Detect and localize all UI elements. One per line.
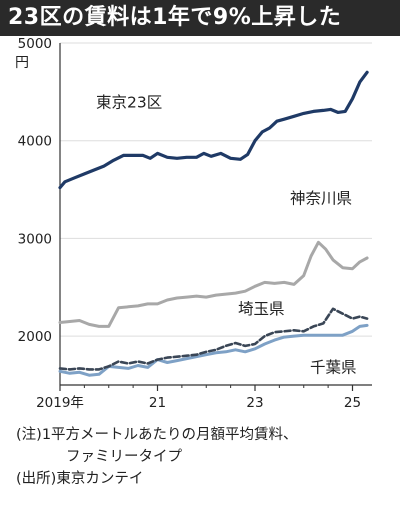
- note-text: 1平方メートルあたりの月額平均賃料、: [41, 427, 298, 443]
- x-tick-label: 21: [149, 395, 166, 411]
- y-tick-label: 2000: [18, 329, 52, 345]
- note-line-2: ファミリータイプ: [66, 449, 182, 465]
- series-layer: [58, 70, 369, 377]
- series-line-chiba: [58, 323, 369, 377]
- x-tick-label: 23: [246, 395, 263, 411]
- x-tick-label: 2019年: [36, 395, 84, 411]
- y-tick-label: 3000: [18, 231, 52, 247]
- notes: (注)1平方メートルあたりの月額平均賃料、 ファミリータイプ (出所)東京カンテ…: [16, 424, 396, 490]
- y-unit-label: 円: [15, 55, 29, 71]
- series-label-kanagawa: 神奈川県: [290, 189, 352, 207]
- axis-layer: 2000 3000 4000 5000 円 2019年 21 23 25: [15, 36, 372, 411]
- series-line-tokyo23: [58, 70, 369, 190]
- series-line-kanagawa: [58, 240, 369, 328]
- series-line-saitama: [58, 307, 369, 371]
- line-chart: 2000 3000 4000 5000 円 2019年 21 23 25 東京23区神奈川県埼玉…: [15, 36, 372, 411]
- y-tick-label: 5000: [18, 36, 52, 52]
- y-tick-label: 4000: [18, 134, 52, 150]
- series-label-saitama: 埼玉県: [238, 300, 285, 318]
- note-prefix: (注): [16, 427, 42, 443]
- chart-title: 23区の賃料は1年で9%上昇した: [0, 0, 400, 36]
- series-label-chiba: 千葉県: [310, 358, 357, 376]
- series-label-tokyo23: 東京23区: [96, 93, 162, 111]
- x-tick-label: 25: [344, 395, 361, 411]
- note-line-1: (注)1平方メートルあたりの月額平均賃料、: [16, 424, 396, 446]
- source-line: (出所)東京カンテイ: [16, 471, 144, 487]
